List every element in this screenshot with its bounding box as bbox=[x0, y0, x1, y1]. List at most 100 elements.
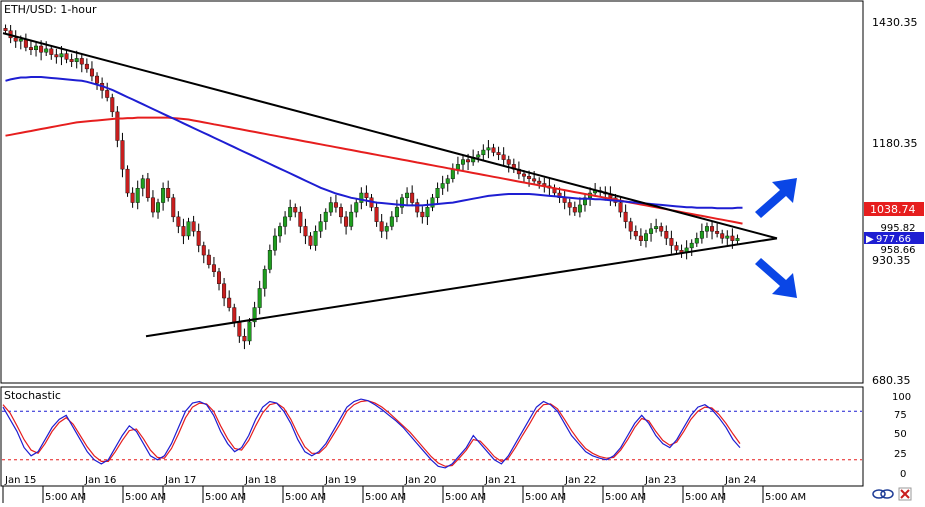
candle-body bbox=[257, 288, 262, 308]
candle-body bbox=[481, 149, 486, 156]
x-tick-label: Jan 22 bbox=[564, 475, 596, 486]
candle-body bbox=[303, 226, 308, 237]
candle-body bbox=[440, 183, 445, 189]
candle-body bbox=[374, 207, 379, 222]
candle-body bbox=[191, 221, 196, 232]
y-tick-label: 1430.35 bbox=[872, 16, 918, 29]
stoch-tick-label: 25 bbox=[894, 449, 907, 460]
candle-body bbox=[115, 111, 120, 141]
candle-body bbox=[64, 53, 69, 60]
candle-body bbox=[379, 221, 384, 232]
stoch-d-line bbox=[2, 400, 741, 467]
candle-body bbox=[318, 221, 323, 232]
breakout-down-arrow-icon bbox=[755, 258, 797, 298]
candle-body bbox=[272, 235, 277, 251]
candle-body bbox=[201, 245, 206, 256]
blue-ma-tag-text: 995.82 bbox=[881, 223, 916, 234]
candle-body bbox=[384, 226, 389, 232]
candle-body bbox=[328, 202, 333, 213]
candle-body bbox=[323, 211, 328, 222]
x-tick-label: 5:00 AM bbox=[525, 492, 566, 503]
candle-body bbox=[415, 202, 420, 213]
x-tick-label: Jan 17 bbox=[164, 475, 196, 486]
candle-body bbox=[654, 226, 659, 230]
x-tick-label: Jan 15 bbox=[4, 475, 36, 486]
candle-body bbox=[491, 147, 496, 153]
x-tick-label: 5:00 AM bbox=[285, 492, 326, 503]
candle-body bbox=[496, 152, 501, 156]
x-tick-label: Jan 18 bbox=[244, 475, 276, 486]
red-ma-tag-bg bbox=[864, 202, 924, 216]
candle-body bbox=[715, 230, 720, 234]
price-y-axis: 1430.35 1180.35 930.35 680.35 bbox=[872, 16, 918, 387]
x-tick-label: Jan 21 bbox=[484, 475, 516, 486]
upper-trendline bbox=[2, 32, 778, 240]
close-icon[interactable] bbox=[898, 487, 912, 501]
candle-body bbox=[262, 269, 267, 289]
candle-body bbox=[145, 178, 150, 198]
candle-body bbox=[110, 97, 115, 113]
candle-body bbox=[79, 58, 84, 65]
candle-body bbox=[577, 204, 582, 213]
candle-body bbox=[89, 68, 94, 77]
candle-body bbox=[150, 197, 155, 213]
candle-body bbox=[694, 238, 699, 244]
candle-body bbox=[532, 178, 537, 182]
candle-body bbox=[659, 226, 664, 232]
candle-body bbox=[186, 221, 191, 237]
x-tick-label: 5:00 AM bbox=[125, 492, 166, 503]
candle-body bbox=[572, 207, 577, 213]
candle-body bbox=[730, 235, 735, 241]
ma-fast-line bbox=[5, 76, 743, 210]
candle-body bbox=[135, 188, 140, 203]
candle-body bbox=[242, 336, 247, 342]
candle-body bbox=[74, 58, 79, 62]
candles-group bbox=[3, 24, 740, 350]
candle-body bbox=[486, 147, 491, 151]
link-icon[interactable] bbox=[872, 489, 894, 499]
x-tick-label: Jan 19 bbox=[324, 475, 356, 486]
candle-body bbox=[293, 207, 298, 213]
candle-body bbox=[222, 283, 227, 299]
stoch-tick-label: 50 bbox=[894, 429, 907, 440]
candle-body bbox=[18, 39, 23, 42]
candle-body bbox=[430, 197, 435, 208]
candle-body bbox=[34, 45, 39, 51]
candle-body bbox=[669, 238, 674, 246]
candle-body bbox=[283, 216, 288, 227]
x-tick-label: Jan 23 bbox=[644, 475, 676, 486]
price-panel-frame bbox=[0, 0, 864, 384]
x-tick-label: 5:00 AM bbox=[685, 492, 726, 503]
candle-body bbox=[420, 211, 425, 218]
candle-body bbox=[166, 188, 171, 198]
candle-body bbox=[501, 154, 506, 160]
candle-body bbox=[359, 192, 364, 203]
candle-body bbox=[562, 197, 567, 203]
candle-body bbox=[278, 226, 282, 237]
candle-body bbox=[69, 59, 74, 62]
candle-body bbox=[13, 37, 18, 42]
candle-body bbox=[54, 54, 59, 58]
candle-body bbox=[44, 48, 49, 53]
candle-body bbox=[354, 202, 359, 213]
stoch-tick-label: 100 bbox=[892, 392, 911, 403]
price-tag-stack: 995.82 ▶ 977.66 958.66 bbox=[864, 223, 924, 256]
candle-body bbox=[176, 216, 181, 227]
candle-body bbox=[455, 164, 460, 170]
x-tick-label: 5:00 AM bbox=[205, 492, 246, 503]
candle-body bbox=[735, 238, 740, 241]
x-tick-label: 5:00 AM bbox=[365, 492, 406, 503]
candle-body bbox=[227, 297, 232, 308]
candle-body bbox=[720, 233, 725, 239]
candle-body bbox=[288, 207, 293, 218]
y-tick-label: 1180.35 bbox=[872, 137, 918, 150]
candle-body bbox=[394, 207, 399, 218]
candle-body bbox=[171, 197, 176, 218]
candle-body bbox=[120, 140, 125, 170]
low-tag-text: 958.66 bbox=[881, 245, 916, 256]
y-tick-label: 680.35 bbox=[872, 374, 911, 387]
x-axis: Jan 15 5:00 AM Jan 16 5:00 AM Jan 17 5:00 AM J… bbox=[2, 475, 806, 503]
candle-body bbox=[699, 230, 704, 239]
candle-body bbox=[59, 53, 64, 58]
